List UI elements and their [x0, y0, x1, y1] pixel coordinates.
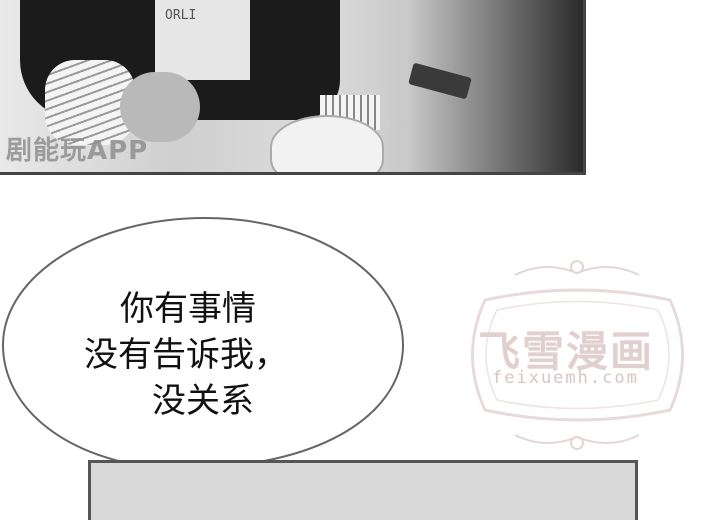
speech-bubble	[1, 216, 405, 480]
watermark-site-url: feixuemh.com	[492, 368, 639, 388]
speech-bubble-outline	[1, 216, 405, 480]
shirt	[155, 0, 250, 80]
comic-panel-bottom	[88, 460, 638, 520]
app-watermark: 剧能玩APP	[6, 136, 149, 166]
shirt-print-text: ORLI	[165, 8, 197, 23]
speech-line-3: 没关系	[152, 381, 254, 421]
hand	[120, 72, 200, 142]
speech-line-2: 没有告诉我，	[84, 335, 288, 375]
speech-line-1: 你有事情	[120, 289, 256, 329]
phone	[408, 62, 472, 100]
watermark-site-name: 飞雪漫画	[478, 327, 655, 376]
watermark-frame	[471, 260, 684, 450]
comic-panel-top: ORLI 剧能玩APP	[0, 0, 586, 175]
coffee-cup	[270, 115, 384, 172]
